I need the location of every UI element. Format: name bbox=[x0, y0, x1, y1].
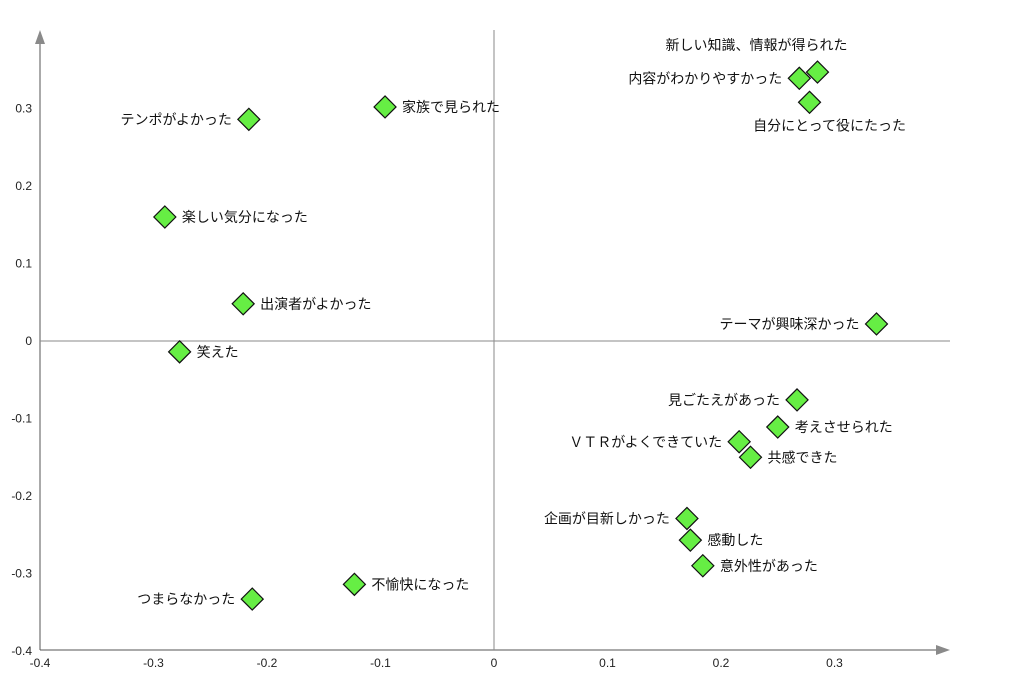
y-tick-label: 0 bbox=[25, 334, 32, 348]
diamond-marker bbox=[797, 90, 822, 115]
data-point: 笑えた bbox=[167, 340, 239, 364]
x-axis-arrow bbox=[936, 645, 950, 655]
y-tick-label: -0.1 bbox=[11, 412, 32, 426]
data-point: 楽しい気分になった bbox=[153, 205, 308, 229]
diamond-marker bbox=[231, 291, 256, 316]
point-label: 新しい知識、情報が得られた bbox=[665, 37, 847, 54]
point-label: 内容がわかりやすかった bbox=[628, 70, 782, 87]
data-point: 意外性があった bbox=[690, 553, 818, 578]
x-tick-labels: -0.4 -0.3 -0.2 -0.1 0 0.1 0.2 0.3 bbox=[30, 656, 844, 670]
data-point: 家族で見られた bbox=[373, 95, 500, 119]
x-tick-label: -0.2 bbox=[257, 656, 278, 670]
y-tick-label: -0.3 bbox=[11, 567, 32, 581]
point-label: 出演者がよかった bbox=[260, 297, 371, 313]
x-tick-label: -0.3 bbox=[143, 656, 164, 670]
data-point: 感動した bbox=[678, 528, 763, 553]
data-point: 出演者がよかった bbox=[231, 291, 371, 316]
diamond-marker bbox=[864, 312, 889, 336]
point-label: 意外性があった bbox=[720, 558, 818, 575]
diamond-marker bbox=[738, 445, 763, 470]
data-point: 内容がわかりやすかった bbox=[628, 66, 812, 91]
diamond-marker bbox=[236, 107, 261, 132]
y-tick-label: 0.3 bbox=[15, 102, 32, 116]
diamond-marker bbox=[373, 95, 397, 119]
x-tick-label: 0.1 bbox=[599, 656, 616, 670]
point-label: 見ごたえがあった bbox=[668, 393, 780, 409]
point-label: テンポがよかった bbox=[121, 112, 232, 128]
point-label: つまらなかった bbox=[137, 592, 235, 608]
point-label: ＶＴＲがよくできていた bbox=[569, 435, 722, 451]
diamond-marker bbox=[678, 528, 703, 553]
point-label: 自分にとって役にたった bbox=[753, 118, 906, 134]
diamond-marker bbox=[240, 587, 265, 611]
point-label: 笑えた bbox=[197, 345, 239, 361]
data-point: 不愉快になった bbox=[342, 572, 469, 597]
diamond-marker bbox=[167, 340, 192, 364]
diamond-marker bbox=[805, 60, 830, 84]
data-point: 共感できた bbox=[738, 445, 838, 470]
point-label: 考えさせられた bbox=[795, 420, 893, 436]
data-point: ＶＴＲがよくできていた bbox=[569, 429, 752, 454]
diamond-marker bbox=[675, 506, 699, 531]
y-tick-label: -0.4 bbox=[11, 644, 32, 658]
data-point: 見ごたえがあった bbox=[668, 388, 809, 412]
data-point: 新しい知識、情報が得られた bbox=[665, 37, 847, 84]
diamond-marker bbox=[787, 66, 812, 91]
y-tick-label: 0.1 bbox=[15, 257, 32, 271]
axes bbox=[35, 30, 950, 655]
y-tick-label: 0.2 bbox=[15, 179, 32, 193]
data-point: テンポがよかった bbox=[121, 107, 261, 132]
point-label: 共感できた bbox=[768, 449, 838, 466]
diamond-marker bbox=[690, 553, 715, 578]
data-point: 考えさせられた bbox=[765, 415, 893, 439]
x-tick-label: 0.3 bbox=[826, 656, 843, 670]
x-tick-label: -0.4 bbox=[30, 656, 51, 670]
point-label: テーマが興味深かった bbox=[719, 317, 859, 333]
point-label: 感動した bbox=[707, 532, 763, 549]
data-point: つまらなかった bbox=[137, 587, 265, 611]
y-tick-label: -0.2 bbox=[11, 489, 32, 503]
point-label: 不愉快になった bbox=[371, 577, 469, 593]
diamond-marker bbox=[765, 415, 790, 439]
data-point: 企画が目新しかった bbox=[544, 506, 699, 531]
point-label: 家族で見られた bbox=[402, 99, 500, 116]
data-point: 自分にとって役にたった bbox=[753, 90, 906, 134]
diamond-marker bbox=[153, 205, 177, 229]
diamond-marker bbox=[785, 388, 809, 412]
diamond-marker bbox=[727, 429, 752, 454]
x-tick-label: 0 bbox=[491, 656, 498, 670]
x-tick-label: -0.1 bbox=[370, 656, 391, 670]
diamond-marker bbox=[342, 572, 367, 597]
y-axis-arrow bbox=[35, 30, 45, 44]
y-tick-labels: -0.4 -0.3 -0.2 -0.1 0 0.1 0.2 0.3 bbox=[11, 102, 32, 659]
data-point: テーマが興味深かった bbox=[719, 312, 889, 336]
x-tick-label: 0.2 bbox=[713, 656, 730, 670]
point-label: 企画が目新しかった bbox=[544, 510, 670, 527]
point-label: 楽しい気分になった bbox=[182, 210, 308, 226]
